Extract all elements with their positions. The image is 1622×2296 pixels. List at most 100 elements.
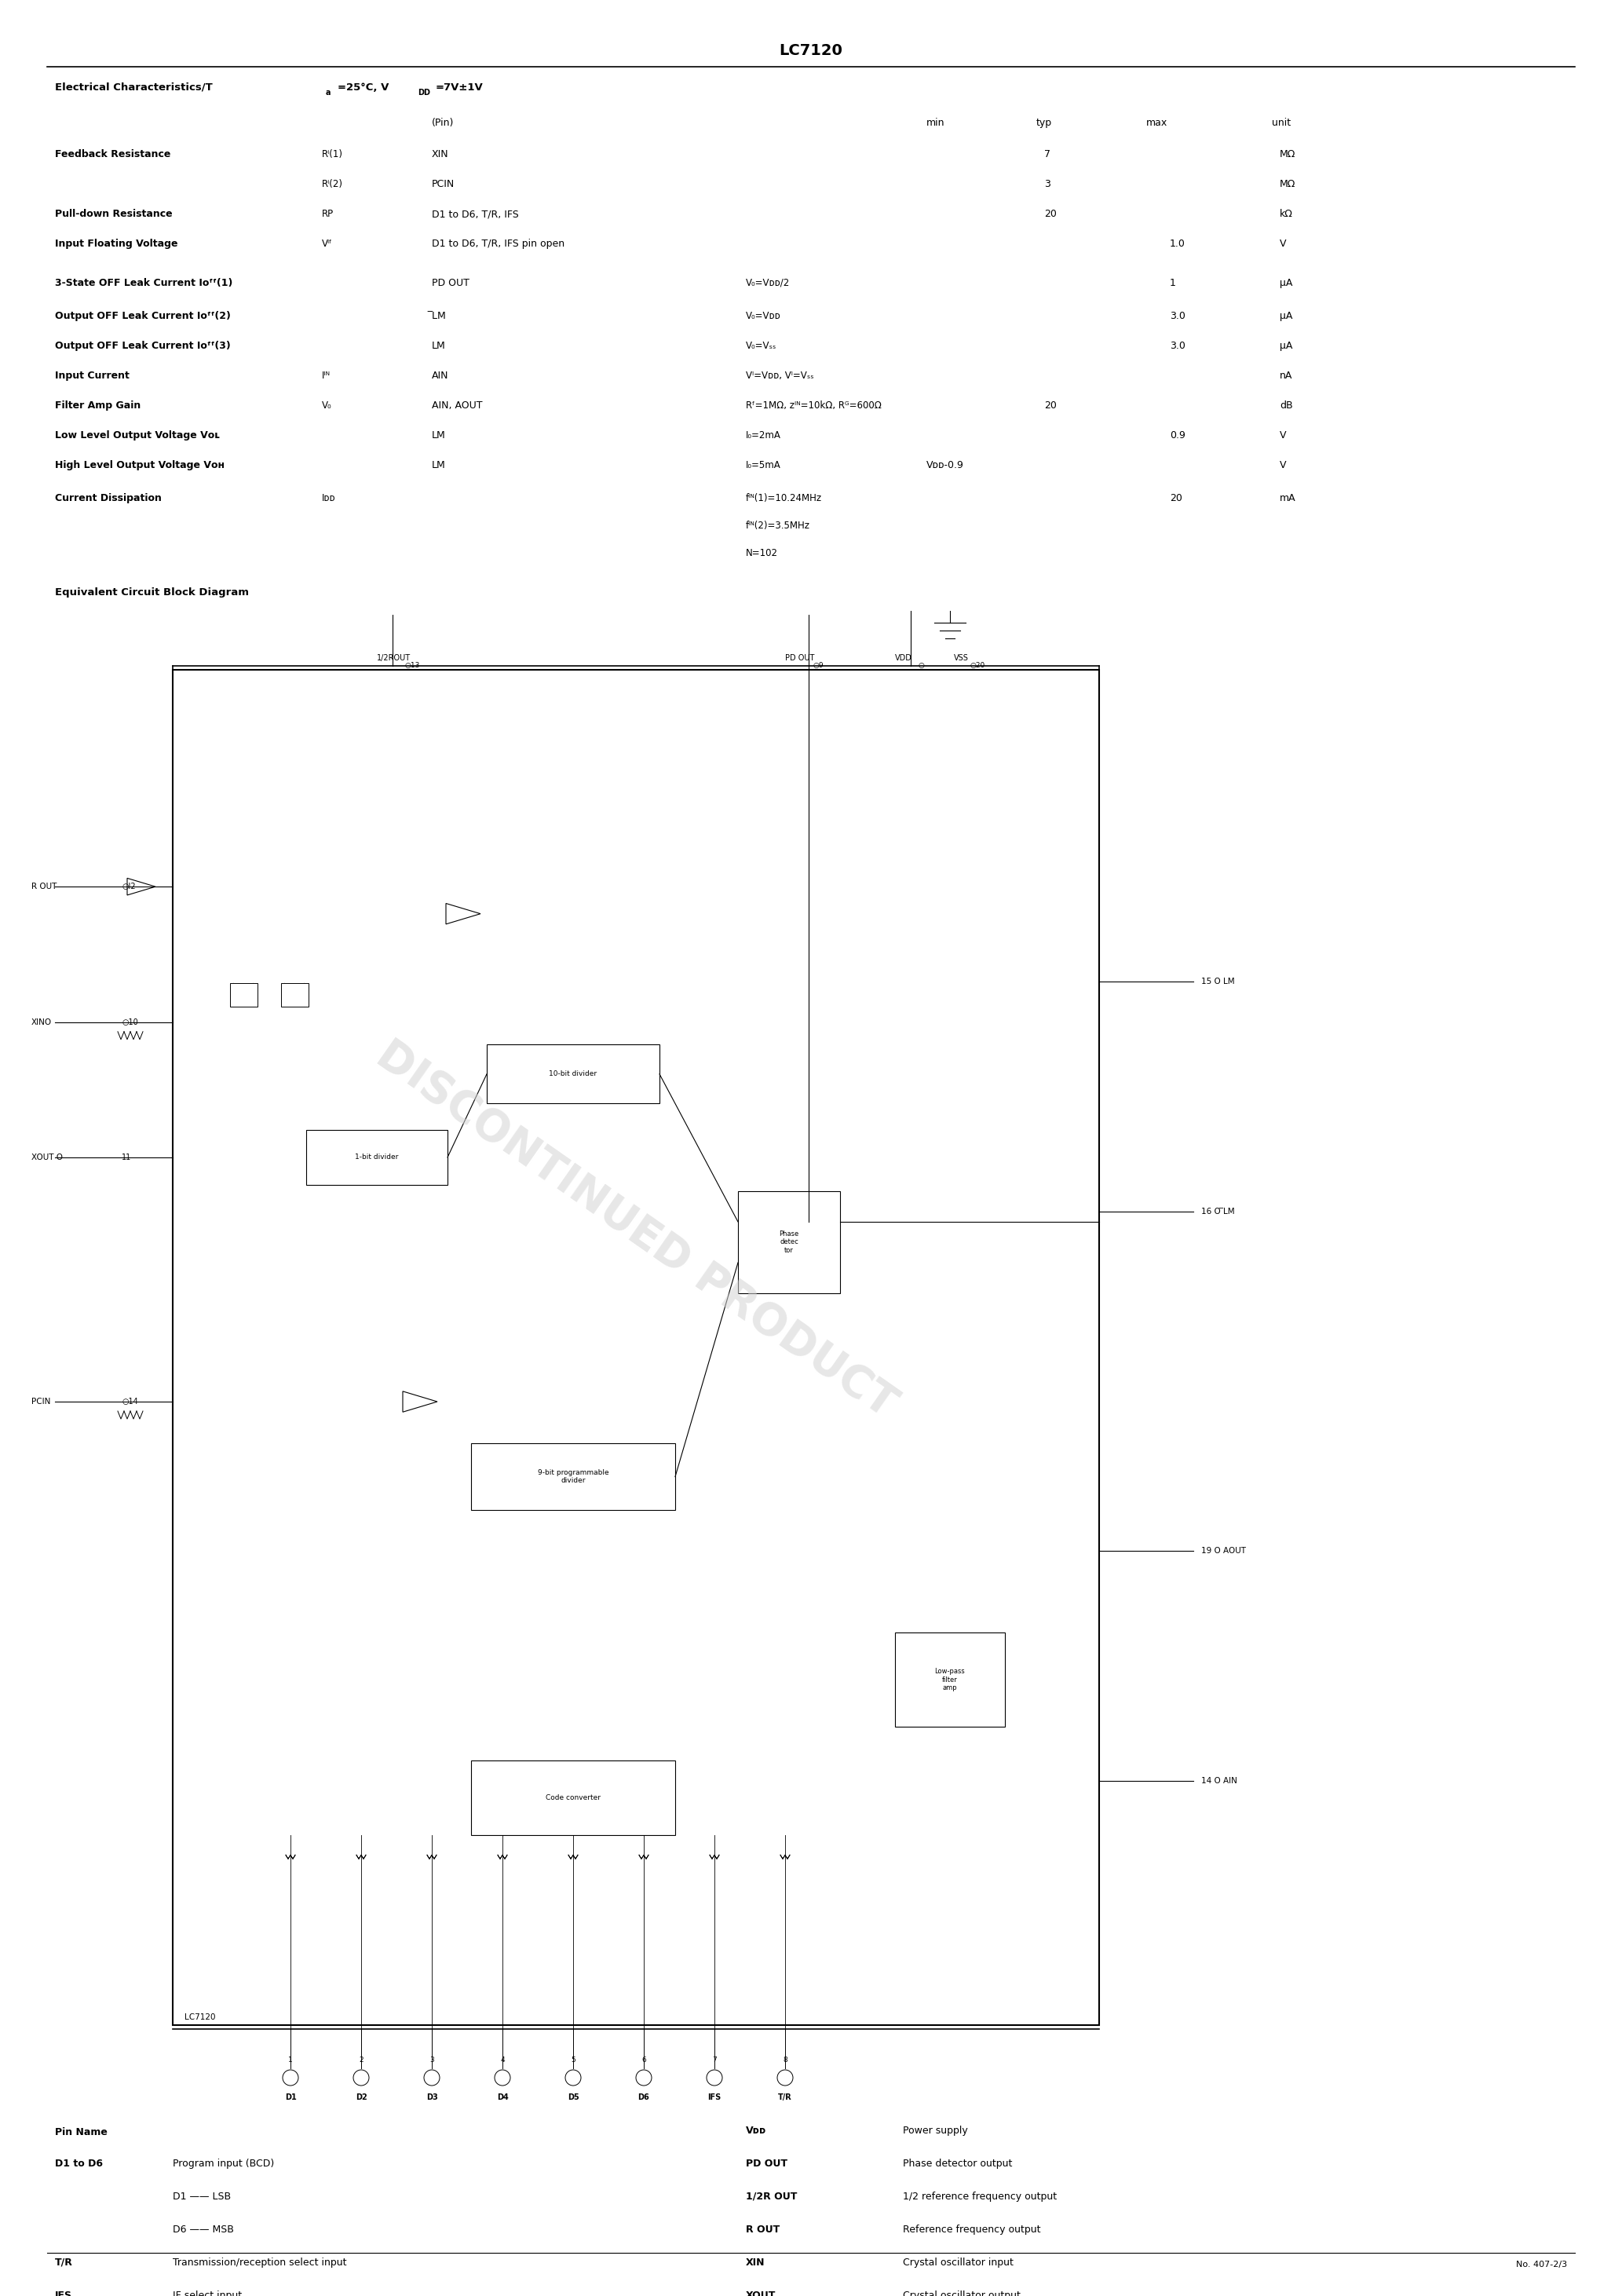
Text: D6: D6 bbox=[637, 2094, 649, 2101]
Text: DD: DD bbox=[418, 90, 430, 96]
Text: Equivalent Circuit Block Diagram: Equivalent Circuit Block Diagram bbox=[55, 588, 248, 597]
Text: N=102: N=102 bbox=[746, 549, 779, 558]
Text: DISCONTINUED PRODUCT: DISCONTINUED PRODUCT bbox=[368, 1033, 903, 1426]
Text: 16 O ̅LM: 16 O ̅LM bbox=[1202, 1208, 1234, 1217]
Text: Pin Name: Pin Name bbox=[55, 2126, 107, 2138]
Text: 3: 3 bbox=[1045, 179, 1051, 188]
Text: PCIN: PCIN bbox=[31, 1398, 50, 1405]
Text: 2: 2 bbox=[358, 2057, 363, 2064]
Text: =7V±1V: =7V±1V bbox=[436, 83, 483, 92]
Text: D1 to D6: D1 to D6 bbox=[55, 2158, 102, 2170]
Text: 8: 8 bbox=[783, 2057, 787, 2064]
Text: (Pin): (Pin) bbox=[431, 117, 454, 129]
Text: 9-bit programmable
divider: 9-bit programmable divider bbox=[537, 1469, 608, 1483]
Text: Output OFF Leak Current Iᴏᶠᶠ(3): Output OFF Leak Current Iᴏᶠᶠ(3) bbox=[55, 340, 230, 351]
Text: 4: 4 bbox=[500, 2057, 504, 2064]
Text: 1: 1 bbox=[289, 2057, 292, 2064]
Text: Output OFF Leak Current Iᴏᶠᶠ(2): Output OFF Leak Current Iᴏᶠᶠ(2) bbox=[55, 310, 230, 321]
Text: 15 O LM: 15 O LM bbox=[1202, 978, 1234, 985]
Text: D1: D1 bbox=[285, 2094, 297, 2101]
Text: V₀: V₀ bbox=[321, 400, 333, 411]
Text: Current Dissipation: Current Dissipation bbox=[55, 494, 162, 503]
Text: dB: dB bbox=[1280, 400, 1293, 411]
Text: ○: ○ bbox=[918, 661, 925, 668]
Text: Vᴵᶠ: Vᴵᶠ bbox=[321, 239, 333, 248]
Text: 10-bit divider: 10-bit divider bbox=[550, 1070, 597, 1077]
Text: 3.0: 3.0 bbox=[1169, 310, 1186, 321]
Text: typ: typ bbox=[1036, 117, 1053, 129]
Text: 3: 3 bbox=[430, 2057, 435, 2064]
Text: ○13: ○13 bbox=[404, 661, 420, 668]
Text: Iᴅᴅ: Iᴅᴅ bbox=[321, 494, 336, 503]
Text: XINO: XINO bbox=[31, 1017, 52, 1026]
Text: 3.0: 3.0 bbox=[1169, 340, 1186, 351]
Text: Phase
detec
tor: Phase detec tor bbox=[779, 1231, 800, 1254]
Bar bbox=[487, 1045, 660, 1104]
Text: Rⁱ(1): Rⁱ(1) bbox=[321, 149, 344, 158]
Text: max: max bbox=[1147, 117, 1168, 129]
Text: Feedback Resistance: Feedback Resistance bbox=[55, 149, 170, 158]
Text: PD OUT: PD OUT bbox=[431, 278, 469, 289]
Text: V₀=Vᴅᴅ: V₀=Vᴅᴅ bbox=[746, 310, 780, 321]
Text: LM: LM bbox=[431, 429, 446, 441]
Text: kΩ: kΩ bbox=[1280, 209, 1293, 218]
Text: Iᴵᴺ: Iᴵᴺ bbox=[321, 370, 331, 381]
Text: Phase detector output: Phase detector output bbox=[903, 2158, 1012, 2170]
Text: μA: μA bbox=[1280, 340, 1293, 351]
Text: PD OUT: PD OUT bbox=[785, 654, 814, 661]
Text: Program input (BCD): Program input (BCD) bbox=[172, 2158, 274, 2170]
Text: XOUT O: XOUT O bbox=[31, 1155, 63, 1162]
Bar bbox=[281, 983, 308, 1008]
Text: V₀=Vₛₛ: V₀=Vₛₛ bbox=[746, 340, 777, 351]
Text: 0.9: 0.9 bbox=[1169, 429, 1186, 441]
Text: 1: 1 bbox=[1169, 278, 1176, 289]
Text: 7: 7 bbox=[1045, 149, 1051, 158]
Text: No. 407-2/3: No. 407-2/3 bbox=[1517, 2262, 1567, 2268]
Bar bbox=[307, 1130, 448, 1185]
Text: 5: 5 bbox=[571, 2057, 576, 2064]
Text: ○14: ○14 bbox=[122, 1398, 138, 1405]
Text: D6 —— MSB: D6 —— MSB bbox=[172, 2225, 234, 2234]
Text: mA: mA bbox=[1280, 494, 1296, 503]
Text: 6: 6 bbox=[642, 2057, 646, 2064]
Text: XIN: XIN bbox=[431, 149, 449, 158]
Text: PCIN: PCIN bbox=[431, 179, 454, 188]
Text: Low Level Output Voltage Vᴏʟ: Low Level Output Voltage Vᴏʟ bbox=[55, 429, 221, 441]
Text: MΩ: MΩ bbox=[1280, 149, 1296, 158]
Text: ○9: ○9 bbox=[813, 661, 824, 668]
Text: I₀=2mA: I₀=2mA bbox=[746, 429, 782, 441]
Text: Vᴅᴅ-0.9: Vᴅᴅ-0.9 bbox=[926, 459, 963, 471]
Text: D1 to D6, T/R, IFS: D1 to D6, T/R, IFS bbox=[431, 209, 519, 218]
Text: D3: D3 bbox=[427, 2094, 438, 2101]
Text: V: V bbox=[1280, 459, 1286, 471]
Bar bbox=[895, 1632, 1006, 1727]
Text: LC7120: LC7120 bbox=[185, 2014, 216, 2020]
Text: Input Current: Input Current bbox=[55, 370, 130, 381]
Text: Crystal oscillator input: Crystal oscillator input bbox=[903, 2257, 1014, 2268]
Text: Pull-down Resistance: Pull-down Resistance bbox=[55, 209, 172, 218]
Text: PD OUT: PD OUT bbox=[746, 2158, 787, 2170]
Text: Low-pass
filter
amp: Low-pass filter amp bbox=[934, 1669, 965, 1692]
Text: LM: LM bbox=[431, 459, 446, 471]
Text: D1 to D6, T/R, IFS pin open: D1 to D6, T/R, IFS pin open bbox=[431, 239, 564, 248]
Text: Filter Amp Gain: Filter Amp Gain bbox=[55, 400, 141, 411]
Text: 11: 11 bbox=[122, 1155, 131, 1162]
Text: nA: nA bbox=[1280, 370, 1293, 381]
Text: R OUT: R OUT bbox=[31, 882, 57, 891]
Text: MΩ: MΩ bbox=[1280, 179, 1296, 188]
Bar bbox=[230, 983, 258, 1008]
Text: Transmission/reception select input: Transmission/reception select input bbox=[172, 2257, 347, 2268]
Text: 14 O AIN: 14 O AIN bbox=[1202, 1777, 1238, 1784]
Text: Vᴵ=Vᴅᴅ, Vᴵ=Vₛₛ: Vᴵ=Vᴅᴅ, Vᴵ=Vₛₛ bbox=[746, 370, 814, 381]
Text: ̅LM: ̅LM bbox=[431, 310, 446, 321]
Text: IF select input: IF select input bbox=[172, 2291, 242, 2296]
Text: 1/2R OUT: 1/2R OUT bbox=[746, 2193, 796, 2202]
Text: Vᴅᴅ: Vᴅᴅ bbox=[746, 2126, 767, 2135]
Text: V₀=Vᴅᴅ/2: V₀=Vᴅᴅ/2 bbox=[746, 278, 790, 289]
Text: LC7120: LC7120 bbox=[779, 44, 843, 57]
Text: Rⁱ(2): Rⁱ(2) bbox=[321, 179, 344, 188]
Bar bbox=[172, 670, 1100, 2025]
Text: D4: D4 bbox=[496, 2094, 508, 2101]
Text: fᴵᴺ(1)=10.24MHz: fᴵᴺ(1)=10.24MHz bbox=[746, 494, 822, 503]
Text: Power supply: Power supply bbox=[903, 2126, 968, 2135]
